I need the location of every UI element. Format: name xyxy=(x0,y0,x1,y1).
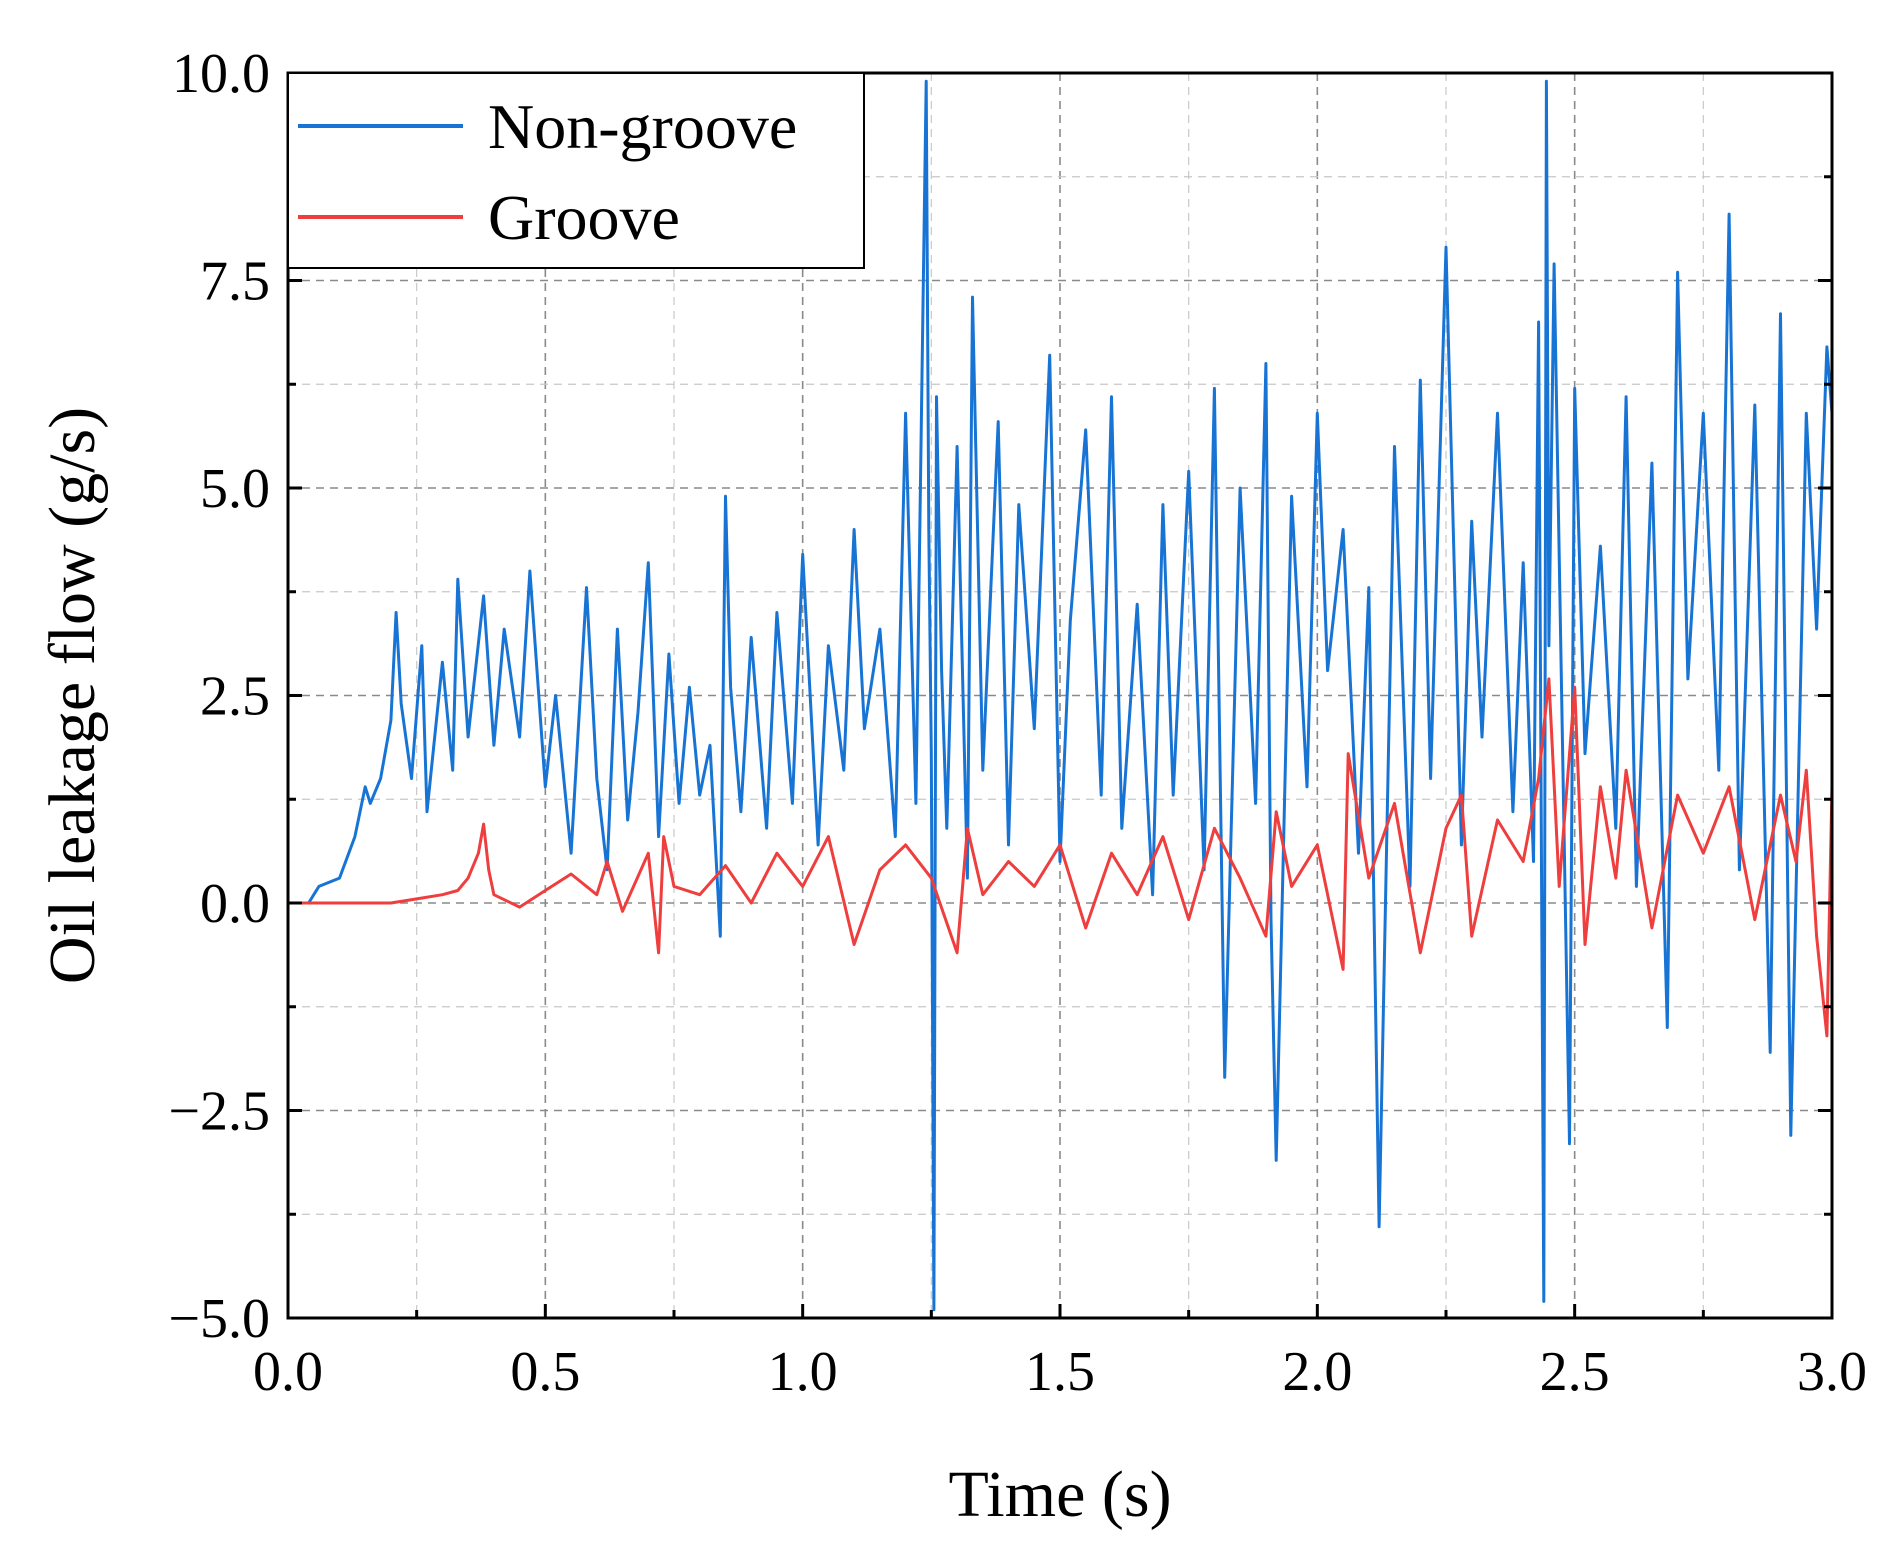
series-line-groove xyxy=(288,677,1834,1038)
y-axis-title: Oil leakage flow (g/s) xyxy=(36,407,109,984)
y-tick-labels: −5.0 −2.5 0.0 2.5 5.0 7.5 10.0 xyxy=(168,43,270,1350)
x-tick-label: 0.0 xyxy=(253,1341,323,1403)
x-tick-label: 1.0 xyxy=(768,1341,838,1403)
grid-lines xyxy=(288,73,1832,1318)
legend-box xyxy=(287,72,865,269)
x-tick-label: 2.5 xyxy=(1540,1341,1610,1403)
legend-label-groove: Groove xyxy=(488,182,680,253)
y-tick-label: −2.5 xyxy=(168,1081,270,1143)
x-tick-label: 2.0 xyxy=(1282,1341,1352,1403)
series-layer xyxy=(288,79,1834,1312)
series-line-non-groove xyxy=(288,79,1834,1312)
y-tick-label: 2.5 xyxy=(200,666,270,728)
y-tick-label: 7.5 xyxy=(200,251,270,313)
axis-ticks xyxy=(286,71,1834,1320)
x-axis-title: Time (s) xyxy=(948,1458,1171,1531)
legend-label-non-groove: Non-groove xyxy=(488,91,797,162)
y-tick-label: 10.0 xyxy=(172,43,270,105)
y-tick-label: 0.0 xyxy=(200,873,270,935)
legend: Non-groove Groove xyxy=(287,72,865,269)
x-tick-label: 1.5 xyxy=(1025,1341,1095,1403)
y-tick-label: −5.0 xyxy=(168,1288,270,1350)
x-tick-label: 3.0 xyxy=(1797,1341,1867,1403)
x-tick-labels: 0.0 0.5 1.0 1.5 2.0 2.5 3.0 xyxy=(253,1341,1867,1403)
x-tick-label: 0.5 xyxy=(510,1341,580,1403)
y-tick-label: 5.0 xyxy=(200,458,270,520)
